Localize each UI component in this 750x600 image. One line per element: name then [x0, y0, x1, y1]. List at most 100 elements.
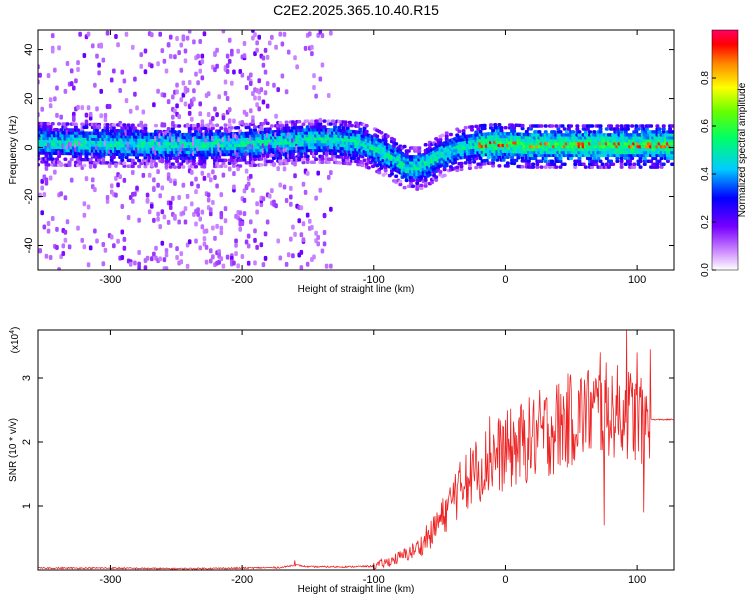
heatmap-cell: [118, 87, 122, 93]
heatmap-cell: [352, 156, 357, 160]
heatmap-cell: [210, 123, 215, 128]
heatmap-cell: [474, 124, 479, 129]
heatmap-cell: [225, 53, 230, 59]
heatmap-cell: [225, 96, 230, 102]
heatmap-cell: [105, 122, 110, 127]
heatmap-cell: [223, 79, 228, 85]
heatmap-cell: [80, 105, 85, 111]
heatmap-cell: [278, 120, 283, 125]
heatmap-cell: [297, 218, 302, 224]
heatmap-cell: [194, 189, 198, 195]
heatmap-cell: [250, 160, 255, 165]
heatmap-cell: [152, 186, 156, 192]
heatmap-cell: [120, 229, 125, 235]
heatmap-cell: [187, 80, 192, 86]
heatmap-cell: [48, 103, 53, 109]
heatmap-cell: [94, 161, 99, 165]
heatmap-cell: [467, 157, 472, 162]
heatmap-cell: [278, 156, 283, 160]
heatmap-cell: [632, 165, 637, 169]
heatmap-cell: [90, 43, 95, 49]
heatmap-cell: [59, 128, 64, 132]
heatmap-cell: [528, 127, 533, 131]
heatmap-cell: [657, 159, 662, 164]
spectrogram-y-label: Frequency (Hz): [8, 116, 19, 185]
heatmap-cell: [120, 69, 125, 75]
heatmap-cell: [257, 78, 262, 84]
heatmap-cell: [208, 258, 213, 264]
heatmap-cell: [520, 126, 525, 131]
heatmap-cell: [177, 50, 181, 56]
heatmap-cell: [255, 201, 259, 207]
heatmap-cell: [261, 196, 266, 202]
heatmap-cell: [314, 151, 319, 156]
heatmap-cell: [550, 124, 555, 128]
x-tick-label: 0: [502, 574, 508, 586]
heatmap-cell: [179, 97, 184, 103]
heatmap-cell: [379, 130, 384, 135]
heatmap-cell: [44, 154, 49, 158]
heatmap-cell: [383, 139, 388, 143]
heatmap-cell: [74, 78, 78, 84]
heatmap-cell: [198, 111, 203, 117]
heatmap-cell: [63, 195, 68, 201]
heatmap-cell: [50, 157, 55, 161]
heatmap-cell: [156, 182, 160, 188]
heatmap-cell: [404, 178, 409, 183]
heatmap-cell: [347, 120, 352, 125]
heatmap-cell: [265, 54, 270, 60]
heatmap-cell: [170, 162, 175, 166]
heatmap-cell: [248, 128, 253, 132]
heatmap-cell: [560, 124, 565, 128]
heatmap-cell: [183, 48, 188, 54]
heatmap-cell: [257, 106, 262, 112]
y-tick-label: 40: [23, 43, 35, 55]
heatmap-cell: [122, 236, 127, 242]
heatmap-cell: [46, 228, 51, 234]
heatmap-cell: [42, 192, 47, 198]
heatmap-cell: [204, 156, 209, 160]
heatmap-cell: [141, 172, 146, 178]
heatmap-cell: [240, 253, 245, 259]
heatmap-cell: [160, 48, 165, 54]
heatmap-cell: [543, 159, 548, 164]
heatmap-cell: [493, 123, 498, 127]
heatmap-cell: [219, 211, 224, 217]
heatmap-cell: [130, 123, 135, 127]
heatmap-cell: [168, 204, 173, 210]
heatmap-cell: [191, 159, 196, 163]
heatmap-cell: [78, 154, 83, 159]
heatmap-cell: [253, 157, 258, 162]
heatmap-cell: [467, 166, 472, 171]
heatmap-cell: [642, 162, 647, 166]
heatmap-cell: [246, 243, 251, 249]
heatmap-cell: [92, 125, 97, 130]
heatmap-cell: [670, 147, 674, 152]
heatmap-cell: [274, 203, 278, 209]
heatmap-cell: [670, 141, 674, 146]
heatmap-cell: [282, 184, 287, 190]
heatmap-cell: [533, 156, 538, 161]
heatmap-cell: [76, 128, 81, 132]
heatmap-cell: [644, 127, 649, 131]
heatmap-cell: [227, 118, 232, 124]
heatmap-cell: [232, 69, 236, 75]
heatmap-cell: [305, 170, 310, 176]
heatmap-cell: [50, 122, 55, 126]
heatmap-cell: [661, 162, 666, 166]
heatmap-cell: [284, 123, 289, 127]
heatmap-cell: [461, 132, 466, 136]
heatmap-cell: [341, 158, 346, 162]
heatmap-cell: [164, 252, 169, 258]
heatmap-cell: [63, 88, 68, 94]
heatmap-cell: [196, 207, 200, 213]
heatmap-cell: [491, 164, 496, 168]
heatmap-cell: [482, 161, 487, 166]
heatmap-cell: [109, 234, 114, 240]
heatmap-cell: [547, 165, 552, 169]
heatmap-cell: [438, 137, 443, 142]
heatmap-cell: [263, 90, 268, 96]
x-tick-label: 100: [628, 574, 646, 586]
heatmap-cell: [162, 214, 167, 220]
heatmap-cell: [333, 125, 338, 129]
